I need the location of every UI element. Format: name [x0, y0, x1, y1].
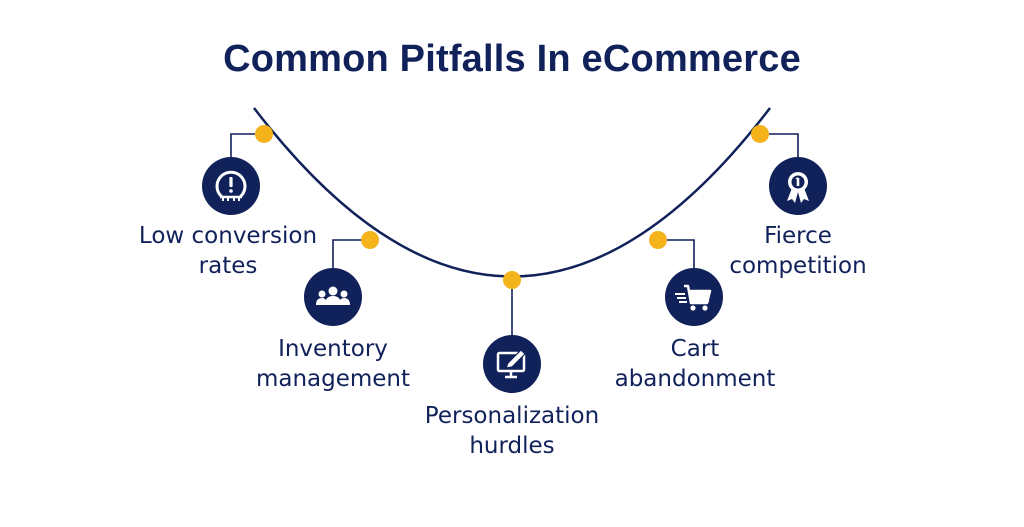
pitfall-label-personalization: Personalization hurdles	[402, 401, 622, 461]
arc-dot-4	[649, 231, 667, 249]
arc-curve	[253, 107, 771, 278]
connector-5	[760, 133, 799, 158]
arc-dot-5	[751, 125, 769, 143]
arc-dot-1	[255, 125, 273, 143]
pitfall-label-line1: Low conversion	[138, 223, 318, 249]
pitfall-label-line1: Personalization	[424, 403, 600, 429]
pitfall-label-line1: Inventory	[278, 336, 388, 362]
diagram-title: Common Pitfalls In eCommerce	[223, 38, 801, 80]
award-badge-icon	[769, 157, 827, 215]
pitfall-label-line2: competition	[729, 253, 867, 279]
pitfall-label-inventory: Inventory management	[238, 334, 428, 394]
people-group-icon	[304, 268, 362, 326]
fast-shopping-cart-icon	[665, 268, 723, 326]
pitfall-label-line2: management	[255, 366, 411, 392]
pitfall-label-line2: abandonment	[614, 366, 776, 392]
connector-4	[658, 239, 695, 268]
pitfall-label-fierce-competition: Fierce competition	[718, 221, 878, 281]
pitfall-label-line2: hurdles	[469, 433, 555, 459]
pitfall-label-low-conversion: Low conversion rates	[128, 221, 328, 281]
pitfall-label-line2: rates	[198, 253, 258, 279]
connectors	[230, 133, 799, 336]
pitfall-label-cart-abandonment: Cart abandonment	[600, 334, 790, 394]
tire-pressure-warning-icon	[202, 157, 260, 215]
monitor-edit-icon	[483, 335, 541, 393]
connector-1	[230, 133, 264, 158]
pitfall-label-line1: Fierce	[764, 223, 832, 249]
arc-dots	[255, 125, 769, 289]
connector-2	[332, 239, 370, 268]
arc-dot-3	[503, 271, 521, 289]
arc-dot-2	[361, 231, 379, 249]
pitfall-label-line1: Cart	[670, 336, 720, 362]
